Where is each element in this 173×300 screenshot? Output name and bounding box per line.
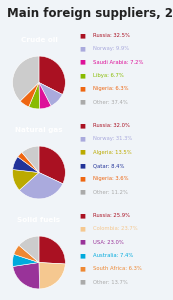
- Wedge shape: [14, 245, 39, 262]
- Text: ■: ■: [80, 150, 85, 155]
- Wedge shape: [22, 146, 39, 172]
- Text: Algeria: 13.5%: Algeria: 13.5%: [93, 150, 131, 155]
- Text: Norway: 9.9%: Norway: 9.9%: [93, 46, 129, 51]
- Text: ■: ■: [80, 176, 85, 181]
- Text: Saudi Arabia: 7.2%: Saudi Arabia: 7.2%: [93, 60, 143, 65]
- Text: USA: 23.0%: USA: 23.0%: [93, 240, 123, 245]
- Text: ■: ■: [80, 33, 85, 38]
- Text: Russia: 32.0%: Russia: 32.0%: [93, 123, 129, 128]
- Text: Crude oil: Crude oil: [21, 37, 57, 43]
- Text: ■: ■: [80, 163, 85, 168]
- Text: Other: 11.2%: Other: 11.2%: [93, 190, 128, 195]
- Text: Russia: 25.9%: Russia: 25.9%: [93, 213, 130, 218]
- Wedge shape: [12, 56, 39, 101]
- Text: Russia: 32.5%: Russia: 32.5%: [93, 33, 129, 38]
- Wedge shape: [19, 236, 39, 262]
- Text: Solid fuels: Solid fuels: [17, 217, 61, 223]
- Wedge shape: [12, 254, 39, 266]
- Text: ■: ■: [80, 136, 85, 141]
- Text: ■: ■: [80, 60, 85, 65]
- Text: Nigeria: 3.6%: Nigeria: 3.6%: [93, 176, 128, 181]
- Text: ■: ■: [80, 280, 85, 285]
- Text: South Africa: 6.3%: South Africa: 6.3%: [93, 266, 141, 271]
- Wedge shape: [13, 262, 40, 289]
- Text: ■: ■: [80, 213, 85, 218]
- Wedge shape: [39, 146, 65, 184]
- Wedge shape: [39, 262, 65, 289]
- Text: ■: ■: [80, 100, 85, 105]
- Text: ■: ■: [80, 46, 85, 51]
- Wedge shape: [18, 152, 39, 172]
- Wedge shape: [39, 56, 65, 94]
- Text: Other: 37.4%: Other: 37.4%: [93, 100, 127, 105]
- Text: Australia: 7.4%: Australia: 7.4%: [93, 253, 133, 258]
- Wedge shape: [19, 172, 63, 199]
- Wedge shape: [29, 82, 40, 109]
- Text: Norway: 31.3%: Norway: 31.3%: [93, 136, 132, 141]
- Text: Main foreign suppliers, 2012: Main foreign suppliers, 2012: [7, 8, 173, 20]
- Text: ■: ■: [80, 123, 85, 128]
- Text: ■: ■: [80, 253, 85, 258]
- Text: Qatar: 8.4%: Qatar: 8.4%: [93, 163, 124, 168]
- Wedge shape: [20, 82, 39, 107]
- Text: Nigeria: 6.3%: Nigeria: 6.3%: [93, 86, 128, 91]
- Text: ■: ■: [80, 240, 85, 245]
- Wedge shape: [13, 157, 39, 172]
- Wedge shape: [39, 82, 51, 109]
- Text: ■: ■: [80, 226, 85, 231]
- Text: Libya: 6.7%: Libya: 6.7%: [93, 73, 123, 78]
- Text: ■: ■: [80, 86, 85, 91]
- Wedge shape: [39, 236, 65, 264]
- Text: Other: 13.7%: Other: 13.7%: [93, 280, 127, 285]
- Text: ■: ■: [80, 190, 85, 195]
- Text: ■: ■: [80, 266, 85, 271]
- Text: Colombia: 23.7%: Colombia: 23.7%: [93, 226, 137, 231]
- Text: Natural gas: Natural gas: [15, 127, 63, 133]
- Wedge shape: [39, 82, 62, 106]
- Text: ■: ■: [80, 73, 85, 78]
- Wedge shape: [12, 169, 39, 190]
